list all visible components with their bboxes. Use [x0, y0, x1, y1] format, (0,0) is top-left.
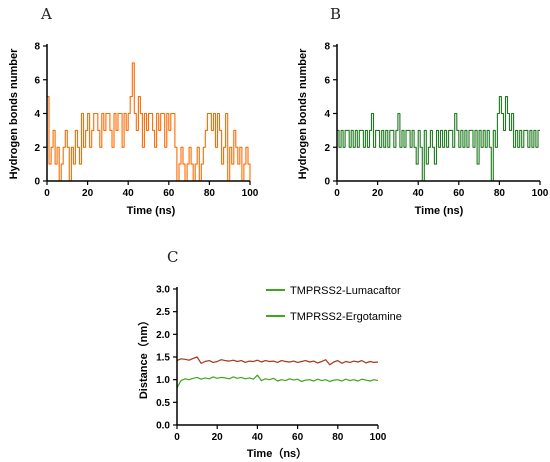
chart-a-ytick-label: 8 — [34, 42, 40, 53]
chart-c-ytick-label: 1.5 — [156, 353, 170, 364]
chart-a-xtick-label: 100 — [242, 188, 259, 199]
chart-a-series — [47, 62, 251, 182]
panel-label-a: A — [40, 5, 52, 23]
chart-c-xtick-label: 40 — [252, 432, 264, 443]
chart-b-ytick-label: 4 — [324, 109, 330, 120]
chart-b-xtick-label: 100 — [532, 188, 549, 199]
chart-c-ytick-label: 0.5 — [156, 398, 170, 409]
chart-c-xtick-label: 80 — [332, 432, 344, 443]
chart-b-series-line-0 — [337, 96, 540, 182]
chart-c-ytick-label: 2.0 — [156, 330, 170, 341]
chart-c-series-line-0 — [176, 356, 379, 366]
chart-panel-b: 0 20 40 60 80 100 0 2 4 6 8 Time (ns) Hydrogen bon… — [297, 42, 549, 218]
chart-b-xtick-label: 20 — [372, 188, 384, 199]
chart-c-ytick-label: 0.0 — [156, 421, 170, 432]
chart-b-series — [337, 96, 540, 182]
panel-label-c: C — [167, 248, 178, 266]
chart-a-series-line-0 — [47, 62, 251, 182]
chart-a-ytick-label: 6 — [34, 75, 40, 86]
chart-a-xlabel: Time (ns) — [127, 205, 176, 217]
chart-c-xtick-label: 60 — [292, 432, 304, 443]
chart-a-xtick-label: 20 — [82, 188, 94, 199]
chart-b-ytick-label: 2 — [324, 143, 330, 154]
chart-b-axes: 0 20 40 60 80 100 0 2 4 6 8 — [324, 42, 548, 200]
chart-b-ytick-label: 8 — [324, 42, 330, 53]
chart-a-axes: 0 20 40 60 80 100 0 2 4 6 8 — [34, 42, 258, 200]
chart-c-ytick-label: 1.0 — [156, 375, 170, 386]
chart-c-series-line-1 — [176, 374, 379, 389]
chart-a-ylabel: Hydrogen bonds number — [8, 48, 20, 180]
chart-b-xtick-label: 40 — [413, 188, 425, 199]
legend-label-ergotamine: TMPRSS2-Ergotamine — [290, 311, 402, 323]
chart-b-xtick-label: 0 — [334, 188, 340, 199]
chart-c-series — [176, 356, 379, 389]
chart-b-ytick-label: 0 — [324, 177, 330, 188]
chart-c-xtick-label: 0 — [174, 432, 180, 443]
chart-a-xtick-label: 80 — [204, 188, 216, 199]
chart-a-ytick-label: 4 — [34, 109, 40, 120]
chart-c-xtick-label: 20 — [212, 432, 224, 443]
chart-a-xtick-label: 0 — [44, 188, 50, 199]
chart-b-xlabel: Time (ns) — [415, 205, 464, 217]
legend-label-lumacaftor: TMPRSS2-Lumacaftor — [290, 285, 401, 297]
chart-b-ytick-label: 6 — [324, 75, 330, 86]
chart-c-ylabel: Distance（nm） — [137, 315, 150, 399]
chart-c-xtick-label: 100 — [370, 432, 387, 443]
chart-c-xlabel: Time（ns） — [247, 447, 307, 460]
chart-b-xtick-label: 60 — [453, 188, 465, 199]
chart-c-legend: TMPRSS2-Lumacaftor TMPRSS2-Ergotamine — [266, 285, 402, 323]
chart-panel-c: 0 20 40 60 80 100 0.0 0.5 1.0 1.5 2.0 2.5 3.0 Time（n… — [137, 285, 402, 461]
chart-b-ylabel: Hydrogen bonds number — [297, 48, 309, 180]
chart-a-ytick-label: 2 — [34, 143, 40, 154]
chart-panel-a: 0 20 40 60 80 100 0 2 4 6 8 Time (ns) Hydrogen bon… — [8, 42, 259, 218]
chart-a-xtick-label: 40 — [123, 188, 135, 199]
chart-c-ytick-label: 2.5 — [156, 307, 170, 318]
chart-b-xtick-label: 80 — [494, 188, 506, 199]
panel-label-b: B — [330, 5, 341, 23]
chart-a-ytick-label: 0 — [34, 177, 40, 188]
chart-c-axes: 0 20 40 60 80 100 0.0 0.5 1.0 1.5 2.0 2.5 3.0 — [156, 285, 387, 444]
chart-c-ytick-label: 3.0 — [156, 285, 170, 296]
chart-a-xtick-label: 60 — [163, 188, 175, 199]
